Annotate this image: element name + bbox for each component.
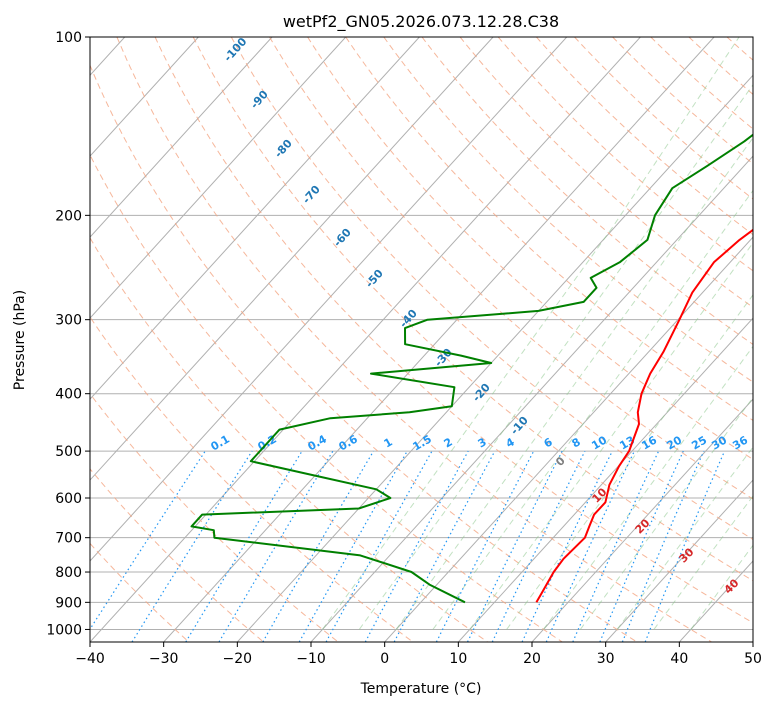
isotherm-line — [752, 641, 753, 642]
isotherm-line — [90, 37, 199, 157]
y-tick-label: 700 — [55, 531, 82, 547]
isotherm-line — [457, 317, 753, 642]
dry-adiabat — [116, 37, 712, 642]
y-tick-label: 200 — [55, 208, 82, 224]
x-tick-label: 0 — [380, 651, 389, 667]
x-tick-label: −40 — [75, 651, 105, 667]
dry-adiabat — [90, 63, 638, 642]
dry-adiabat — [90, 468, 264, 642]
isotherm-line — [90, 37, 273, 238]
y-tick-label: 100 — [55, 30, 82, 46]
x-tick-label: 30 — [597, 651, 615, 667]
dry-adiabat — [536, 37, 753, 236]
temperature-profile-line — [535, 228, 753, 603]
mixing-ratio-line — [218, 450, 334, 642]
mixing-ratio-line — [393, 450, 496, 642]
mixing-ratio-line — [545, 450, 635, 642]
y-tick-label: 500 — [55, 444, 82, 460]
x-tick-label: 10 — [449, 651, 467, 667]
x-axis-ticks: −40 −30 −20 −10 0 10 20 30 40 50 — [75, 642, 762, 667]
moist-adiabat — [469, 242, 753, 630]
dry-adiabat — [90, 542, 190, 642]
dry-adiabat — [90, 236, 488, 642]
x-tick-label: 40 — [670, 651, 688, 667]
y-tick-label: 400 — [55, 387, 82, 403]
x-tick-label: 50 — [744, 651, 762, 667]
mixing-ratio-line — [521, 450, 613, 642]
dewpoint-profile-line — [190, 133, 753, 604]
dry-adiabat — [192, 37, 753, 582]
y-axis-label: Pressure (hPa) — [12, 290, 28, 390]
dry-adiabat — [307, 37, 753, 460]
moist-adiabat — [579, 396, 753, 630]
x-tick-label: −20 — [223, 651, 253, 667]
y-tick-label: 1000 — [46, 622, 82, 638]
moist-adiabat — [616, 446, 753, 630]
isotherm-line — [90, 37, 494, 481]
isotherm-line — [384, 236, 753, 642]
isotherm-line — [90, 37, 347, 319]
dry-adiabat — [383, 37, 753, 383]
x-tick-label: 20 — [523, 651, 541, 667]
mixing-ratio-line — [491, 450, 586, 642]
moist-adiabat — [358, 84, 753, 630]
mixing-ratio-line — [364, 450, 469, 642]
moist-adiabat — [653, 495, 753, 630]
moist-adiabat — [690, 544, 753, 630]
y-tick-label: 900 — [55, 595, 82, 611]
isotherm-line — [236, 74, 753, 642]
isotherm-line — [531, 398, 753, 642]
plot-frame — [89, 36, 754, 643]
dry-adiabat — [421, 37, 753, 346]
isotherm-line — [90, 37, 568, 562]
y-axis-ticks: 100 200 300 400 500 600 700 800 900 1000 — [46, 30, 90, 638]
x-axis-label: Temperature (°C) — [360, 681, 482, 697]
dry-adiabat — [90, 316, 414, 642]
mixing-ratio-line — [466, 450, 563, 642]
isotherm-line — [90, 37, 641, 642]
isotherm-line — [605, 479, 753, 642]
mixing-ratio-line — [90, 450, 206, 631]
mixing-ratio-line — [131, 450, 253, 642]
moist-adiabat — [432, 189, 753, 630]
dry-adiabat — [90, 153, 563, 642]
mixing-ratio-line — [262, 450, 375, 642]
isotherm-line — [90, 37, 420, 400]
moist-adiabat — [543, 345, 753, 630]
isotherm-line — [163, 37, 715, 642]
chart-title: wetPf2_GN05.2026.073.12.28.C38 — [283, 12, 559, 32]
dry-adiabat — [154, 37, 753, 624]
y-tick-label: 300 — [55, 313, 82, 329]
thermo-lines — [90, 37, 775, 642]
dry-adiabat — [765, 37, 775, 642]
y-tick-label: 800 — [55, 565, 82, 581]
x-tick-label: −10 — [296, 651, 326, 667]
profile-lines — [190, 133, 753, 604]
moist-adiabat — [395, 136, 753, 630]
dry-adiabat — [230, 37, 753, 541]
mixing-ratio-line — [185, 450, 303, 642]
dry-adiabat — [269, 37, 753, 500]
x-tick-label: −30 — [149, 651, 179, 667]
dry-adiabat — [574, 37, 753, 200]
y-tick-label: 600 — [55, 491, 82, 507]
moist-adiabat — [506, 294, 753, 630]
grid-lines — [90, 37, 753, 642]
axes-frame — [89, 36, 754, 643]
moist-adiabat — [322, 37, 740, 630]
